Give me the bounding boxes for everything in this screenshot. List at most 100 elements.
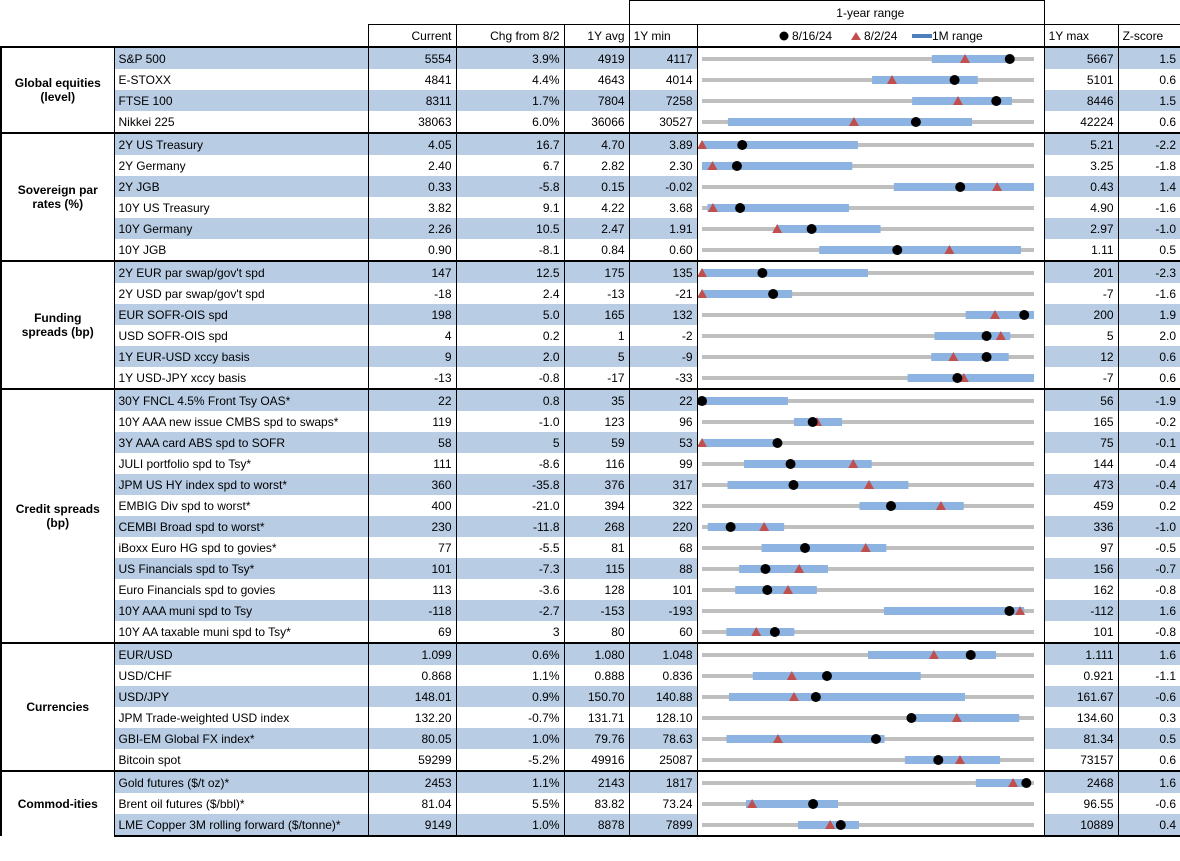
cell-chg: -2.7: [455, 600, 565, 621]
cell-min: 78.63: [628, 728, 698, 749]
table-row: 10Y Germany 2.26 10.5 2.47 1.91 2.97 -1.0: [1, 218, 1180, 239]
month-range-bar: [701, 290, 792, 298]
cell-z: -1.1: [1117, 665, 1180, 686]
cell-min: 135: [628, 260, 698, 283]
row-name: EUR/USD: [113, 642, 369, 665]
cell-avg: 376: [563, 474, 630, 495]
current-marker: [932, 755, 943, 765]
cell-chg: 5: [455, 432, 565, 453]
row-name: 10Y JGB: [113, 239, 369, 262]
row-name: E-STOXX: [113, 69, 369, 90]
cell-z: -0.8: [1117, 621, 1180, 644]
current-marker: [954, 182, 965, 192]
month-range-bar: [725, 628, 794, 636]
month-range-bar: [701, 439, 778, 447]
range-cell: [696, 46, 1045, 69]
cell-min: 0.60: [628, 239, 698, 262]
cell-current: 230: [367, 516, 457, 537]
legend: 8/16/24 8/2/24 1M range: [696, 24, 1045, 48]
cell-current: 4.05: [367, 132, 457, 155]
cell-z: -0.6: [1117, 686, 1180, 707]
row-name: 10Y AAA muni spd to Tsy: [113, 600, 369, 621]
cell-current: 9149: [367, 814, 457, 837]
row-name: Gold futures ($/t oz)*: [113, 770, 369, 793]
legend-svg: 8/16/24 8/2/24 1M range: [779, 29, 983, 43]
cell-min: -2: [628, 325, 698, 346]
range-svg: [701, 310, 1034, 320]
range-cell: [696, 495, 1045, 516]
month-range-bar: [776, 225, 881, 233]
cell-z: 0.2: [1117, 495, 1180, 516]
cell-max: -7: [1043, 283, 1119, 304]
row-name: EUR SOFR-OIS spd: [113, 304, 369, 325]
month-range-bar: [701, 269, 868, 277]
cell-min: -0.02: [628, 176, 698, 197]
cell-current: 59299: [367, 749, 457, 772]
cell-current: 1.099: [367, 642, 457, 665]
range-cell: [696, 283, 1045, 304]
range-cell: [696, 367, 1045, 390]
row-name: USD SOFR-OIS spd: [113, 325, 369, 346]
month-range-bar: [907, 374, 1034, 382]
cell-chg: 12.5: [455, 260, 565, 283]
range-cell: [696, 558, 1045, 579]
cell-chg: 0.9%: [455, 686, 565, 707]
column-header: Z-score: [1117, 24, 1180, 48]
range-svg: [701, 799, 1034, 809]
table-row: Sovereign par rates (%) 2Y US Treasury 4.0…: [0, 132, 1180, 261]
table-row: E-STOXX 4841 4.4% 4643 4014 5101 0.6: [1, 69, 1180, 90]
cell-z: 1.5: [1117, 90, 1180, 111]
row-name: 2Y US Treasury: [113, 132, 369, 155]
month-range-bar: [701, 162, 852, 170]
legend-label: 8/2/24: [864, 29, 898, 43]
aug2-marker: [698, 438, 707, 447]
table-row: Brent oil futures ($/bbl)* 81.04 5.5% 83.82…: [1, 793, 1180, 814]
row-name: 1Y USD-JPY xccy basis: [113, 367, 369, 390]
cell-min: 3.68: [628, 197, 698, 218]
row-name: Euro Financials spd to govies: [113, 579, 369, 600]
table-row: FTSE 100 8311 1.7% 7804 7258 8446 1.5: [1, 90, 1180, 111]
cell-current: 2.40: [367, 155, 457, 176]
row-name: 30Y FNCL 4.5% Front Tsy OAS*: [113, 388, 369, 411]
table-row: EUR SOFR-OIS spd 198 5.0 165 132 200 1.9: [1, 304, 1180, 325]
month-range-bar: [871, 76, 978, 84]
row-name: USD/JPY: [113, 686, 369, 707]
cell-z: 1.5: [1117, 46, 1180, 69]
cell-z: 0.6: [1117, 69, 1180, 90]
table-row: 2Y Germany 2.40 6.7 2.82 2.30 3.25 -1.8: [1, 155, 1180, 176]
row-name: 2Y USD par swap/gov't spd: [113, 283, 369, 304]
cell-min: 220: [628, 516, 698, 537]
cell-avg: 8878: [563, 814, 630, 837]
row-name: S&P 500: [113, 46, 369, 69]
range-svg: [701, 417, 1034, 427]
aug2-marker: [952, 96, 963, 105]
table-body: Global equities (level) S&P 500 5554 3.9% 49…: [0, 46, 1180, 837]
header-row: Current Chg from 8/2 1Y avg 1Y min 8/16/…: [1, 24, 1180, 48]
row-name: 2Y Germany: [113, 155, 369, 176]
current-marker: [767, 289, 778, 299]
table-row: 10Y AAA new issue CMBS spd to swaps* 119-…: [1, 411, 1180, 432]
month-range-bar: [930, 353, 1009, 361]
cell-avg: 116: [563, 453, 630, 474]
row-name: iBoxx Euro HG spd to govies*: [113, 537, 369, 558]
range-svg: [701, 96, 1034, 106]
cell-chg: 6.7: [455, 155, 565, 176]
current-marker: [725, 522, 736, 532]
cell-z: -0.1: [1117, 432, 1180, 453]
range-cell: [696, 325, 1045, 346]
row-name: EMBIG Div spd to worst*: [113, 495, 369, 516]
range-svg: [701, 203, 1034, 213]
current-marker: [698, 396, 707, 406]
cell-avg: 165: [563, 304, 630, 325]
range-cell: [696, 621, 1045, 644]
table-row: USD/CHF 0.868 1.1% 0.888 0.836 0.921 -1.1: [1, 665, 1180, 686]
cell-chg: 9.1: [455, 197, 565, 218]
range-cell: [696, 707, 1045, 728]
current-marker: [1004, 54, 1015, 64]
range-cell: [696, 304, 1045, 325]
month-range-bar: [738, 565, 828, 573]
cell-current: 101: [367, 558, 457, 579]
cell-current: 8311: [367, 90, 457, 111]
cell-min: -21: [628, 283, 698, 304]
cell-z: -1.6: [1117, 197, 1180, 218]
